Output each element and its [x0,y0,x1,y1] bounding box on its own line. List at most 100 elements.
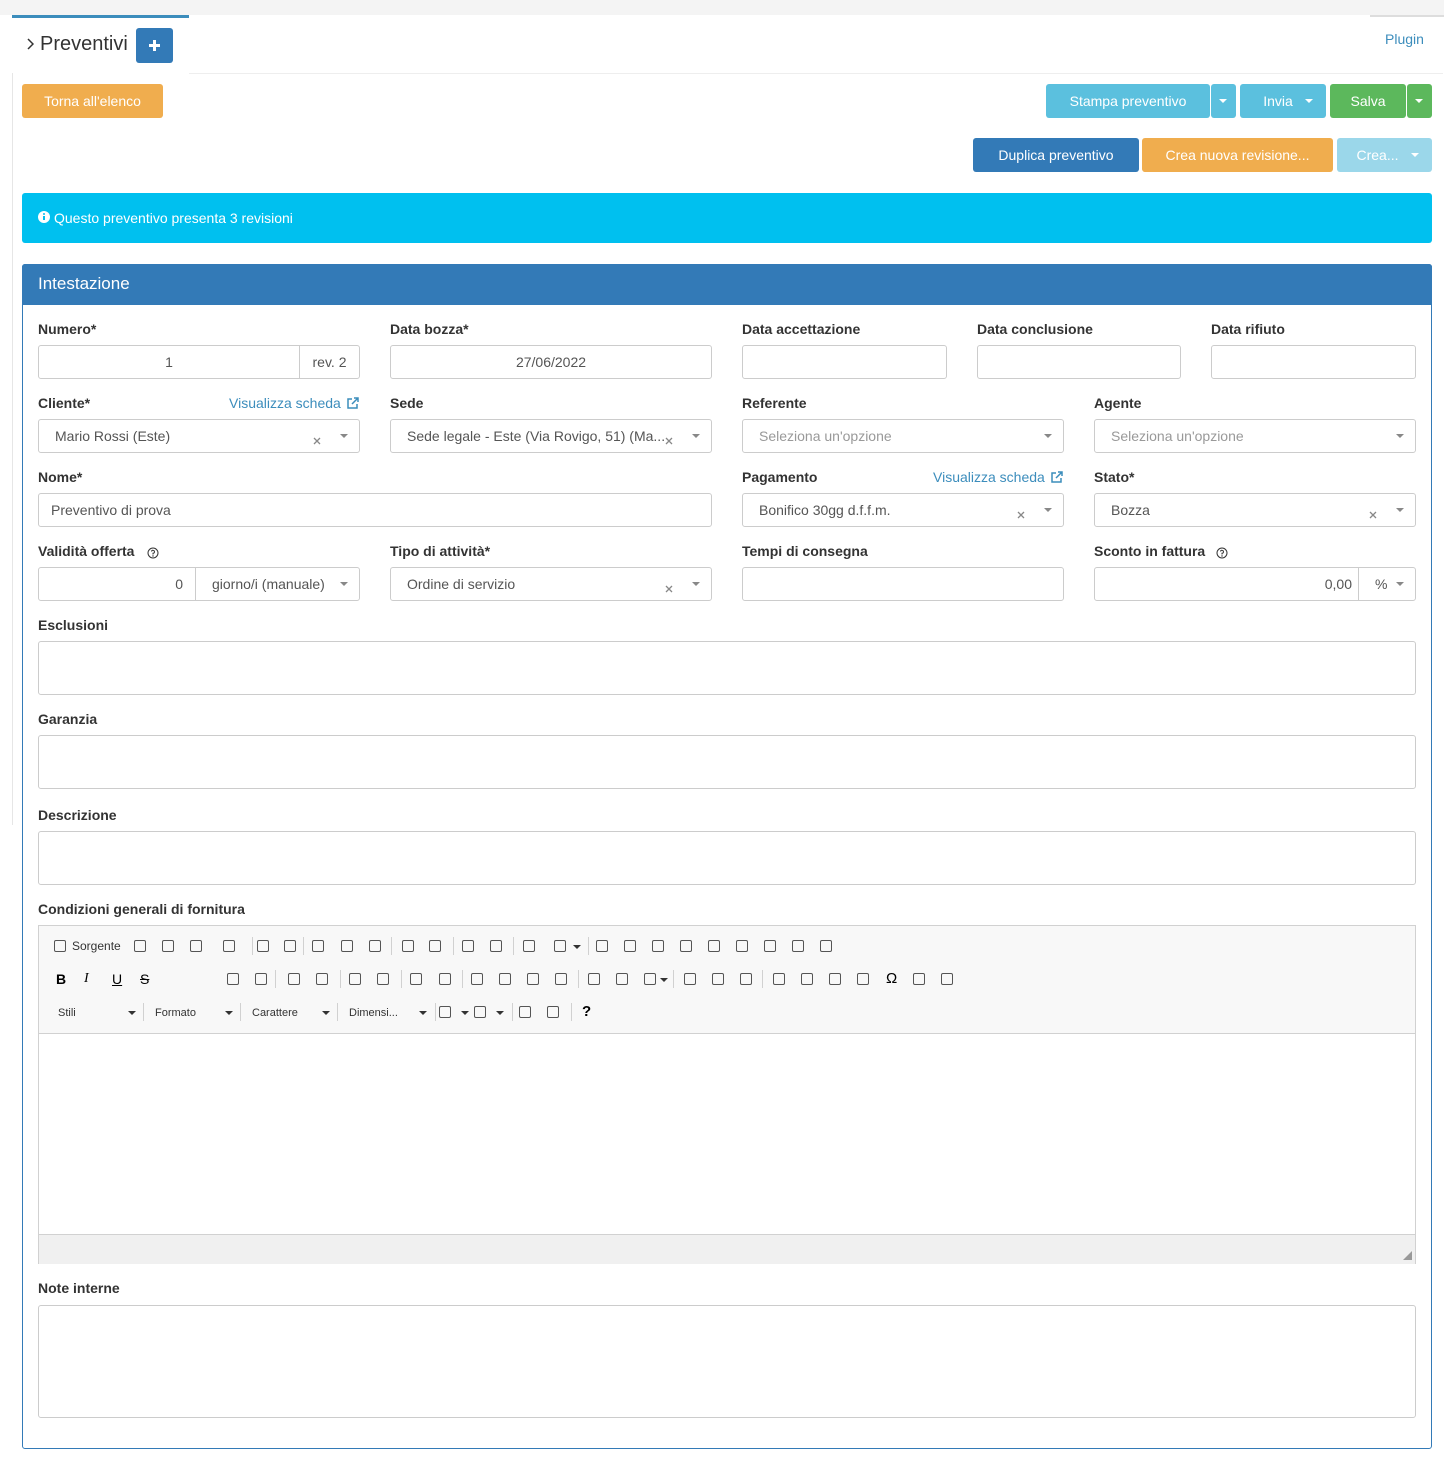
label: Condizioni generali di fornitura [38,901,245,917]
font-combo[interactable]: Carattere [252,1007,298,1019]
panel-header [22,264,1432,305]
back-button[interactable]: Torna all'elenco [22,84,163,118]
gutter [0,825,12,1460]
toolbar-icon [801,973,813,985]
caret [461,1011,469,1015]
textarea[interactable] [38,1305,1416,1418]
toolbar-icon [474,1006,486,1018]
label: Note interne [38,1280,120,1296]
plugin-tab[interactable]: Plugin [1385,31,1424,47]
textarea[interactable] [38,641,1416,695]
date-input[interactable] [977,345,1181,379]
styles-combo[interactable]: Stili [58,1007,76,1019]
select[interactable]: Seleziona un'opzione [1094,419,1416,453]
textarea[interactable] [38,831,1416,885]
toolbar-icon [588,973,600,985]
panel-title: Intestazione [38,274,130,293]
bold-button[interactable]: B [56,971,67,987]
external-link-icon [1050,471,1063,489]
toolbar-icon [257,940,269,952]
select[interactable]: Ordine di servizio [390,567,712,601]
caret [1396,508,1404,512]
send-button[interactable]: Invia [1240,84,1326,118]
toolbar-separator [435,1003,436,1021]
select[interactable]: Mario Rossi (Este) [38,419,360,453]
clear-icon [665,580,673,598]
alert [22,193,1432,243]
tab-line [189,73,1443,74]
toolbar-separator [762,970,763,988]
toolbar-icon [312,940,324,952]
toolbar-icon [369,940,381,952]
chevron-icon [27,38,34,50]
size-combo[interactable]: Dimensi... [349,1007,398,1019]
date-input[interactable]: 27/06/2022 [390,345,712,379]
resize-handle [1403,1247,1412,1265]
new-revision-button[interactable]: Crea nuova revisione... [1142,138,1333,172]
add-button[interactable] [136,28,173,63]
toolbar-icon [941,973,953,985]
print-button[interactable]: Stampa preventivo [1046,84,1210,118]
caret [1044,434,1052,438]
textarea[interactable] [38,735,1416,789]
toolbar-icon [439,973,451,985]
toolbar-icon [684,973,696,985]
help-icon [147,546,159,564]
top-bar [0,0,1444,15]
clear-icon [665,432,673,450]
toolbar-separator [512,1003,513,1021]
toolbar-icon [54,940,66,952]
toolbar-icon [227,973,239,985]
date-input[interactable] [742,345,947,379]
toolbar-icon [255,973,267,985]
toolbar-icon [736,940,748,952]
link[interactable]: Visualizza scheda [229,395,341,411]
italic-button[interactable]: I [84,971,89,986]
unit-select[interactable]: giorno/i (manuale) [195,567,360,601]
toolbar-icon [462,940,474,952]
select[interactable]: Seleziona un'opzione [742,419,1064,453]
toolbar-icon [439,1006,451,1018]
toolbar-icon [410,973,422,985]
unit-select[interactable]: % [1358,567,1416,601]
external-link-icon [346,397,359,415]
duplicate-button[interactable]: Duplica preventivo [973,138,1139,172]
link[interactable]: Visualizza scheda [933,469,1045,485]
save-button[interactable]: Salva [1330,84,1406,118]
label: Stato* [1094,469,1135,485]
underline-button[interactable]: U [112,971,123,987]
caret [692,434,700,438]
toolbar-separator [588,937,589,955]
save-dropdown[interactable] [1407,84,1432,118]
number-input[interactable]: 0 [38,567,196,601]
caret [419,1011,427,1015]
select[interactable]: Bozza [1094,493,1416,527]
toolbar-separator [143,1003,144,1021]
toolbar-separator [571,1003,572,1021]
toolbar-icon [288,973,300,985]
help-button[interactable]: ? [582,1003,592,1020]
number-input[interactable]: 0,00 [1094,567,1359,601]
label: Cliente* [38,395,91,411]
select[interactable]: Sede legale - Este (Via Rovigo, 51) (Ma.… [390,419,712,453]
toolbar-separator [462,970,463,988]
label: Numero* [38,321,97,337]
label: Referente [742,395,807,411]
toolbar-icon [857,973,869,985]
select[interactable]: Bonifico 30gg d.f.f.m. [742,493,1064,527]
caret [340,582,348,586]
toolbar-icon [471,973,483,985]
alert-text: Questo preventivo presenta 3 revisioni [54,210,293,226]
source-button[interactable]: Sorgente [72,939,121,953]
date-input[interactable] [1211,345,1416,379]
format-combo[interactable]: Formato [155,1007,196,1019]
special-char-button[interactable]: Ω [886,970,898,987]
caret [225,1011,233,1015]
print-dropdown[interactable] [1211,84,1236,118]
text-input[interactable] [742,567,1064,601]
toolbar-icon [792,940,804,952]
text-input[interactable]: Preventivo di prova [38,493,712,527]
toolbar-icon [499,973,511,985]
strike-button[interactable]: S [140,971,150,987]
number-input[interactable]: 1 [38,345,300,379]
